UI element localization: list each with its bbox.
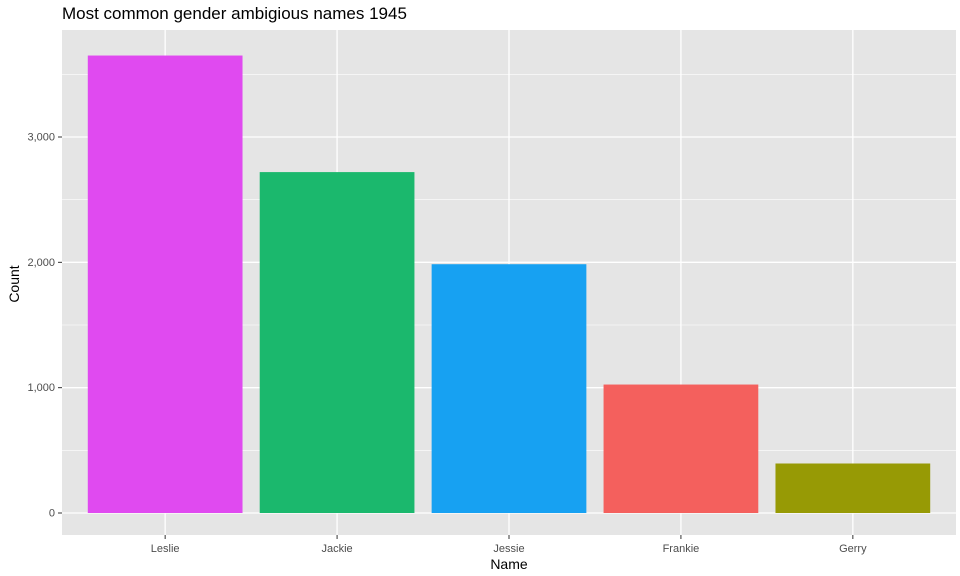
bar-jessie: [431, 264, 587, 513]
bar-gerry: [775, 463, 931, 513]
x-tick-label: Jackie: [321, 543, 352, 555]
y-axis-title: Count: [6, 265, 22, 303]
x-axis: Leslie Jackie Jessie Frankie Gerry: [151, 535, 867, 555]
x-tick-label: Leslie: [151, 543, 180, 555]
y-tick-label: 3,000: [27, 132, 55, 144]
x-axis-title: Name: [490, 556, 528, 572]
y-tick-label: 0: [49, 508, 55, 520]
y-tick-label: 2,000: [27, 257, 55, 269]
y-axis: 0 1,000 2,000 3,000: [27, 132, 62, 520]
x-tick-label: Jessie: [493, 543, 524, 555]
bar-frankie: [603, 384, 759, 513]
y-tick-label: 1,000: [27, 382, 55, 394]
x-tick-label: Frankie: [663, 543, 700, 555]
x-tick-label: Gerry: [839, 543, 867, 555]
bars: [87, 55, 931, 514]
bar-leslie: [87, 55, 243, 514]
chart-title: Most common gender ambigious names 1945: [62, 4, 407, 23]
bar-jackie: [259, 172, 415, 514]
